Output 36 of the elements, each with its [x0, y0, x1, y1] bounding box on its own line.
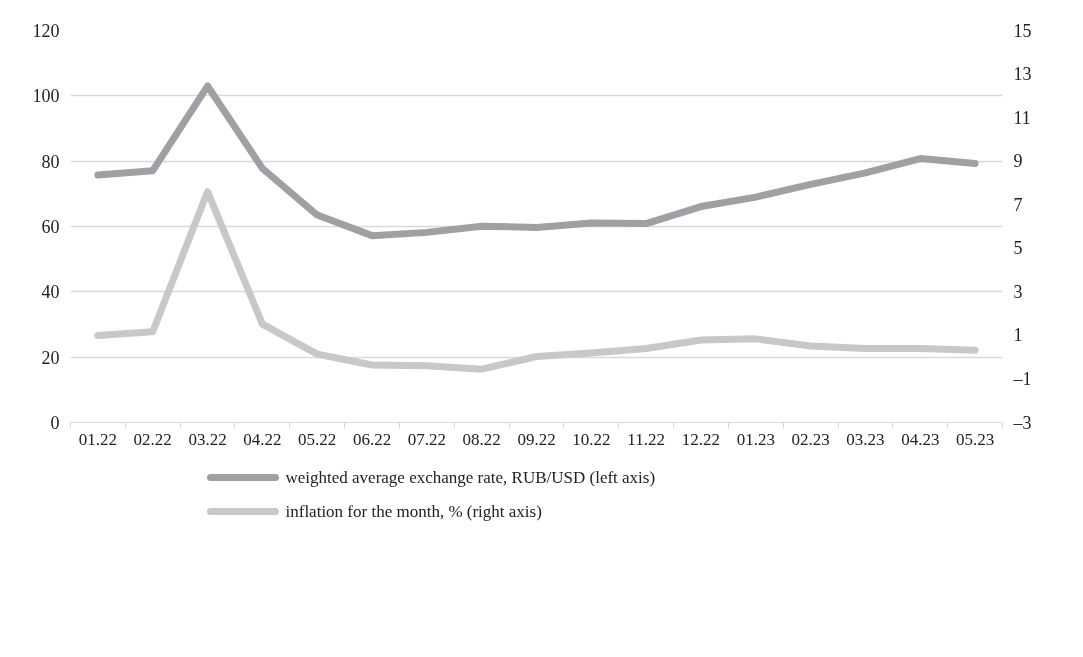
y-tick-label: 40 [41, 282, 60, 303]
y-tick-label: 80 [41, 151, 60, 172]
y2-tick-label: 7 [1013, 194, 1023, 215]
x-tick-label: 11.22 [627, 429, 665, 449]
x-tick-label: 01.22 [78, 429, 118, 449]
y-tick-label: 20 [41, 347, 60, 368]
y2-tick-label: 13 [1013, 64, 1032, 85]
y2-tick-label: –3 [1012, 412, 1032, 433]
legend-label: weighted average exchange rate, RUB/USD (left axis) [285, 468, 656, 487]
x-tick-label: 04.23 [901, 429, 940, 449]
x-tick-label: 03.22 [188, 429, 227, 449]
x-tick-label: 02.22 [133, 429, 172, 449]
legend-label: inflation for the month, % (right axis) [285, 502, 542, 521]
y2-tick-label: –1 [1012, 368, 1032, 389]
y-tick-label: 60 [41, 217, 60, 237]
y2-tick-label: 11 [1013, 107, 1031, 128]
y-tick-label: 120 [32, 21, 60, 41]
x-tick-label: 05.22 [298, 429, 337, 449]
x-tick-label: 03.23 [846, 429, 885, 449]
x-tick-label: 12.22 [681, 429, 721, 449]
x-tick-label: 02.23 [791, 429, 830, 449]
y-tick-label: 100 [32, 86, 60, 107]
y2-tick-label: 15 [1013, 20, 1032, 41]
x-tick-label: 06.22 [352, 429, 392, 449]
y2-tick-label: 1 [1013, 325, 1023, 346]
x-tick-label: 10.22 [572, 429, 611, 449]
x-tick-label: 07.22 [407, 429, 446, 449]
x-tick-label: 08.22 [462, 429, 501, 449]
x-tick-label: 05.23 [955, 429, 995, 449]
x-tick-label: 01.23 [736, 429, 775, 449]
x-tick-label: 04.22 [243, 429, 282, 449]
y2-tick-label: 9 [1013, 151, 1023, 172]
y-tick-label: 0 [50, 413, 60, 433]
y2-tick-label: 3 [1013, 281, 1023, 302]
y2-tick-label: 5 [1013, 238, 1023, 259]
x-tick-label: 09.22 [517, 429, 556, 449]
